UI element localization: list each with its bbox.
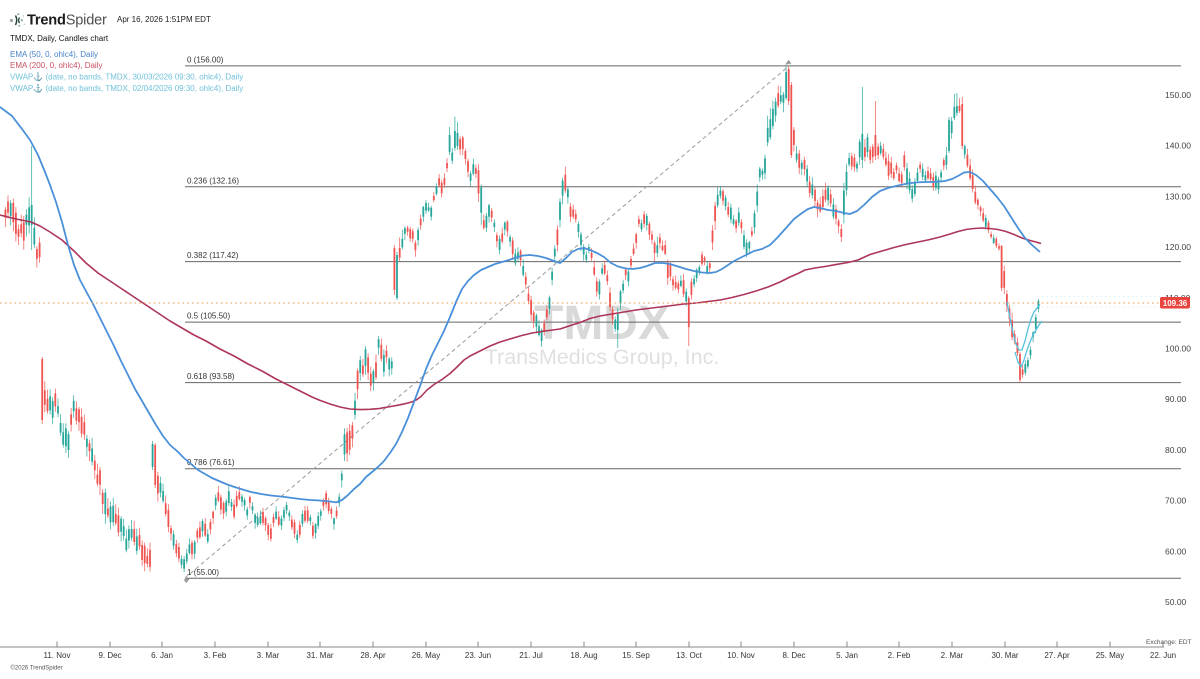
svg-text:120.00: 120.00 — [1165, 242, 1191, 252]
svg-text:28. Apr: 28. Apr — [360, 651, 386, 660]
svg-text:26. May: 26. May — [412, 651, 440, 660]
svg-text:EMA (50, 0, ohlc4), Daily: EMA (50, 0, ohlc4), Daily — [10, 50, 98, 59]
svg-text:©2026 TrendSpider: ©2026 TrendSpider — [11, 665, 63, 672]
svg-text:6. Jan: 6. Jan — [151, 651, 173, 660]
svg-text:109.36: 109.36 — [1163, 299, 1188, 308]
svg-text:3. Mar: 3. Mar — [257, 651, 280, 660]
svg-text:10. Nov: 10. Nov — [727, 651, 755, 660]
svg-text:1 (55.00): 1 (55.00) — [187, 568, 219, 577]
svg-text:150.00: 150.00 — [1165, 90, 1191, 100]
svg-text:0.236 (132.16): 0.236 (132.16) — [187, 176, 239, 185]
svg-text:130.00: 130.00 — [1165, 191, 1191, 201]
svg-text:0.618 (93.58): 0.618 (93.58) — [187, 372, 235, 381]
svg-text:2. Mar: 2. Mar — [941, 651, 964, 660]
svg-text:15. Sep: 15. Sep — [622, 651, 650, 660]
svg-text:8. Dec: 8. Dec — [782, 651, 805, 660]
svg-text:50.00: 50.00 — [1165, 597, 1187, 607]
svg-text:Exchange: EDT: Exchange: EDT — [1146, 639, 1192, 646]
svg-text:21. Jul: 21. Jul — [519, 651, 543, 660]
svg-text:VWAP⚓ (date, no bands, TMDX, 3: VWAP⚓ (date, no bands, TMDX, 30/03/2026 … — [10, 72, 243, 82]
svg-text:140.00: 140.00 — [1165, 141, 1191, 151]
svg-text:90.00: 90.00 — [1165, 394, 1187, 404]
svg-text:TMDX: TMDX — [534, 297, 670, 350]
svg-text:13. Oct: 13. Oct — [676, 651, 703, 660]
svg-text:9. Dec: 9. Dec — [98, 651, 121, 660]
svg-text:VWAP⚓ (date, no bands, TMDX, 0: VWAP⚓ (date, no bands, TMDX, 02/04/2026 … — [10, 83, 243, 93]
svg-text:2. Feb: 2. Feb — [888, 651, 911, 660]
svg-text:80.00: 80.00 — [1165, 445, 1187, 455]
svg-text:18. Aug: 18. Aug — [570, 651, 597, 660]
svg-text:27. Apr: 27. Apr — [1044, 651, 1070, 660]
svg-text:23. Jun: 23. Jun — [465, 651, 491, 660]
svg-text:0.382 (117.42): 0.382 (117.42) — [187, 251, 239, 260]
svg-text:60.00: 60.00 — [1165, 547, 1187, 557]
svg-text:0 (156.00): 0 (156.00) — [187, 55, 224, 64]
svg-text:0.5 (105.50): 0.5 (105.50) — [187, 312, 230, 321]
svg-text:TransMedics Group, Inc.: TransMedics Group, Inc. — [485, 345, 720, 369]
svg-text:0.786 (76.61): 0.786 (76.61) — [187, 458, 235, 467]
svg-text:TMDX, Daily, Candles chart: TMDX, Daily, Candles chart — [10, 34, 109, 43]
svg-text:11. Nov: 11. Nov — [44, 651, 71, 660]
svg-text:Apr 16, 2026 1:51PM EDT: Apr 16, 2026 1:51PM EDT — [117, 15, 211, 24]
svg-text:EMA (200, 0, ohlc4), Daily: EMA (200, 0, ohlc4), Daily — [10, 61, 102, 70]
svg-text:22. Jun: 22. Jun — [1150, 651, 1176, 660]
svg-text:30. Mar: 30. Mar — [991, 651, 1018, 660]
svg-text:70.00: 70.00 — [1165, 496, 1187, 506]
svg-text:5. Jan: 5. Jan — [836, 651, 858, 660]
svg-text:25. May: 25. May — [1096, 651, 1124, 660]
svg-text:100.00: 100.00 — [1165, 344, 1191, 354]
svg-text:31. Mar: 31. Mar — [306, 651, 333, 660]
svg-text:3. Feb: 3. Feb — [204, 651, 227, 660]
svg-text:TrendSpider: TrendSpider — [27, 13, 107, 29]
